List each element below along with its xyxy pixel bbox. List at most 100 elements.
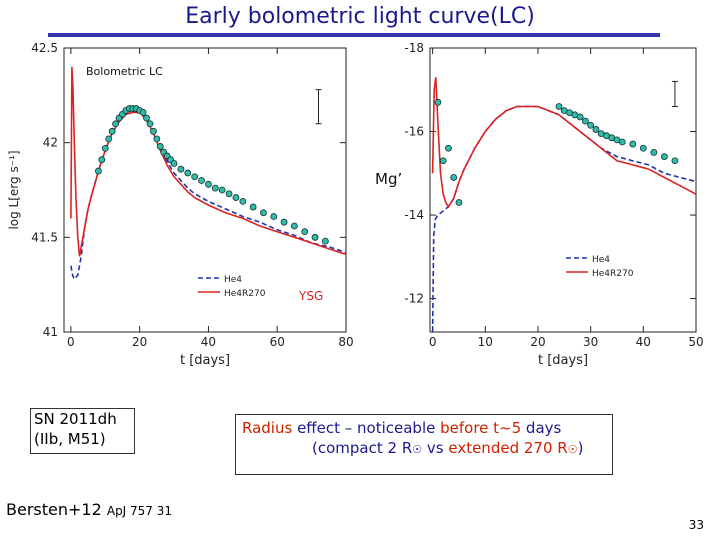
observation-point [581, 117, 589, 125]
observation-point [639, 144, 647, 152]
x-tick-label: 0 [429, 335, 437, 349]
observation-point [280, 218, 288, 226]
light-curve-charts: 0 20 40 60 80 41 41.5 42 42.5 t [days] log L[erg s… [7, 41, 704, 368]
observation-point [232, 194, 240, 201]
ysg-annotation: YSG [298, 289, 323, 303]
observation-point [112, 120, 119, 128]
panel-label: Mg’ [375, 170, 402, 188]
observation-point [445, 144, 452, 152]
observation-point [249, 203, 257, 211]
legend-label: He4 [592, 255, 610, 265]
citation-journal: ApJ 757 31 [106, 504, 173, 518]
observation-point [143, 114, 150, 122]
plot-frame [63, 47, 347, 333]
observation-point [455, 199, 463, 206]
observation-point [108, 127, 116, 135]
note-line-1: Radius effect – noticeable before t~5 da… [242, 418, 612, 438]
observation-point [301, 228, 309, 236]
y-tick-label: -16 [404, 125, 424, 139]
x-tick-label: 40 [636, 335, 651, 349]
y-tick-label: 42 [43, 136, 58, 150]
observation-point [587, 121, 595, 129]
observation-point [146, 120, 154, 128]
note-close: ) [577, 439, 584, 457]
x-tick-label: 20 [530, 335, 545, 349]
legend-label: He4 [224, 275, 242, 285]
observation-point [660, 153, 668, 160]
observation-point [576, 113, 584, 121]
observation-point [434, 98, 442, 106]
observation-point [105, 135, 113, 143]
note-compact: compact 2 R [317, 439, 413, 457]
left-panel-bolometric: 0 20 40 60 80 41 41.5 42 42.5 t [days] log L[erg s… [7, 41, 354, 368]
citation: Bersten+12 ApJ 757 31 [6, 500, 172, 519]
note-effect: effect – noticeable [292, 419, 441, 437]
note-days: days [521, 419, 562, 437]
object-box: SN 2011dh (IIb, M51) [30, 408, 135, 454]
observation-point [218, 186, 226, 194]
x-tick-label: 20 [132, 335, 147, 349]
observation-point [94, 167, 102, 175]
note-line-2: (compact 2 R☉ vs extended 270 R☉) [242, 438, 612, 460]
x-tick-label: 60 [270, 335, 285, 349]
y-tick-label: -12 [404, 292, 424, 306]
observation-point [156, 143, 164, 150]
right-panel-mg: 0 10 20 30 40 50 -18 -16 -14 -12 t [days] Mg’ He4 He4… [375, 41, 704, 368]
y-tick-label: -18 [404, 41, 424, 55]
series-line-he4 [431, 105, 697, 333]
x-tick-label: 10 [478, 335, 493, 349]
y-tick-label: -14 [404, 208, 424, 222]
legend-label: He4R270 [224, 289, 266, 299]
legend-label: He4R270 [592, 269, 634, 279]
note-vs: vs [422, 439, 449, 457]
panel-label: Bolometric LC [86, 65, 163, 78]
note-before: before t~5 [440, 419, 522, 437]
x-tick-label: 40 [201, 335, 216, 349]
observation-point [260, 209, 267, 217]
observation-point [101, 144, 109, 152]
note-radius: Radius [242, 419, 293, 437]
series-line-he4r270 [70, 66, 347, 257]
observation-point [211, 184, 219, 192]
observation-point [139, 108, 147, 116]
observation-point [170, 160, 178, 167]
note-sun-symbol-2: ☉ [567, 443, 578, 456]
observation-point [671, 157, 679, 165]
y-axis-label: log L[erg s⁻¹] [7, 150, 21, 229]
radius-note-box: Radius effect – noticeable before t~5 da… [235, 414, 613, 475]
note-extended: extended 270 R [448, 439, 568, 457]
x-tick-label: 0 [67, 335, 75, 349]
observation-point [270, 213, 278, 220]
observation-point [191, 173, 199, 181]
observation-point [150, 127, 157, 135]
y-tick-label: 41.5 [31, 230, 58, 244]
observation-point [198, 177, 205, 184]
x-tick-label: 50 [688, 335, 703, 349]
y-tick-label: 42.5 [31, 41, 58, 55]
object-name: SN 2011dh [34, 410, 117, 428]
x-axis-label: t [days] [180, 353, 230, 368]
observation-point [291, 222, 298, 230]
note-open: ( [312, 439, 318, 457]
y-tick-label: 41 [43, 325, 58, 339]
note-sun-symbol: ☉ [412, 443, 423, 456]
series-line-he4 [70, 111, 347, 281]
plot-frame [429, 47, 697, 333]
observation-point [618, 138, 626, 146]
observation-point [592, 126, 600, 133]
title-underline [48, 33, 660, 37]
observation-point [311, 233, 319, 241]
observation-point [184, 169, 192, 177]
observation-point [629, 140, 637, 148]
observation-point [153, 135, 161, 143]
citation-authors: Bersten+12 [6, 500, 102, 519]
observation-point [555, 103, 563, 110]
series-line-he4r270 [431, 77, 697, 209]
x-tick-label: 80 [338, 335, 353, 349]
observation-point [321, 237, 329, 245]
observation-point [205, 180, 212, 188]
observation-point [650, 149, 658, 156]
observation-point [98, 156, 106, 164]
observation-point [439, 157, 447, 165]
observation-point [239, 197, 247, 205]
